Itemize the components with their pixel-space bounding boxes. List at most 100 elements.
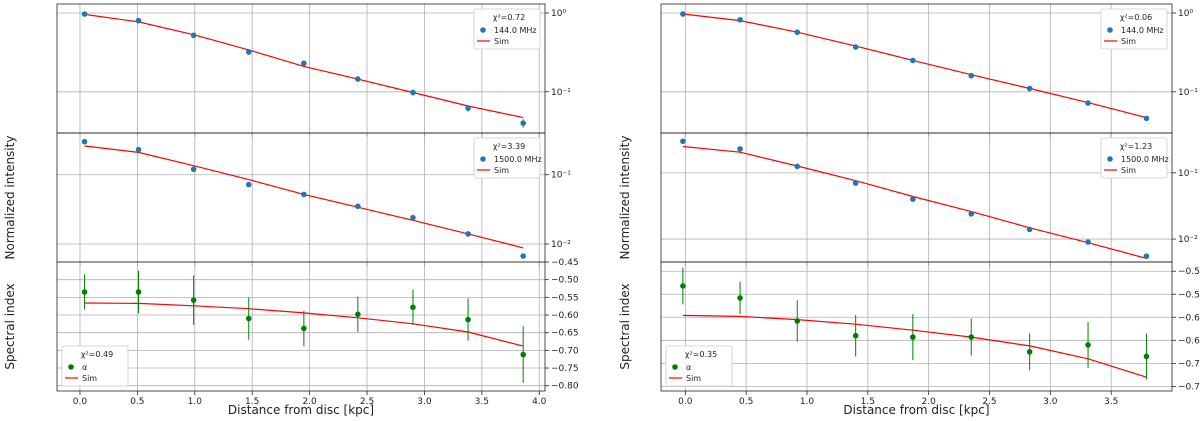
- legend: χ²=0.72 144.0 MHz Sim: [473, 8, 541, 50]
- sim-line: [682, 13, 1147, 119]
- data-point: [301, 325, 307, 332]
- legend: χ²=0.06 144.0 MHz Sim: [1100, 8, 1168, 50]
- x-tick-label: 0.5: [739, 397, 753, 407]
- x-tick-label: 0.0: [73, 397, 88, 407]
- legend-obs-label: α: [686, 363, 691, 372]
- legend-sim-label: Sim: [1121, 37, 1136, 46]
- y-tick-label: −0.60: [1178, 313, 1200, 323]
- y-tick-label: −0.70: [1178, 359, 1200, 369]
- axes-frame: [56, 132, 546, 263]
- x-tick-label: 2.5: [360, 397, 374, 407]
- x-tick-label: 1.0: [188, 397, 203, 407]
- data-point: [190, 32, 197, 39]
- data-point: [355, 76, 361, 82]
- y-tick-label: 10⁻¹: [551, 171, 571, 181]
- data-point: [190, 297, 197, 303]
- y-tick-label: 10⁻²: [551, 240, 571, 250]
- legend-box: [473, 8, 541, 50]
- legend-marker: [1107, 27, 1113, 33]
- chart-1: 10⁰ 10⁻¹ χ²=0.72 144.0 MHz Sim 10⁻¹ 10⁻² χ²=3.3…: [3, 3, 579, 417]
- chart-2-panel-2: 10⁻¹ 10⁻² χ²=1.23 1500.0 MHz Sim Normalized i…: [618, 132, 1198, 266]
- data-point: [1026, 85, 1033, 92]
- legend-obs-label: 144.0 MHz: [494, 26, 537, 35]
- data-point: [1026, 226, 1033, 233]
- data-point: [301, 191, 307, 198]
- legend-box: [665, 345, 733, 387]
- y-tick-label: −0.70: [551, 346, 579, 356]
- sim-line: [84, 13, 524, 119]
- legend-obs-label: 1500.0 MHz: [1121, 155, 1169, 164]
- chart-2-panel-1: 10⁰ 10⁻¹ χ²=0.06 144.0 MHz Sim: [660, 3, 1198, 137]
- axes-frame: [660, 3, 1173, 134]
- data-point: [520, 351, 526, 358]
- x-tick-label: 4.0: [532, 397, 547, 407]
- data-point: [135, 146, 142, 153]
- x-tick-label: 3.5: [1104, 397, 1118, 407]
- data-point: [135, 17, 142, 24]
- chart-1-panel-2: 10⁻¹ 10⁻² χ²=3.39 1500.0 MHz Sim Normalized i…: [3, 132, 571, 266]
- data-point: [410, 89, 416, 96]
- data-point: [737, 16, 743, 23]
- data-point: [968, 211, 975, 217]
- legend-marker: [672, 364, 678, 370]
- legend: χ²=1.23 1500.0 MHz Sim: [1100, 137, 1169, 179]
- x-tick-label: 3.0: [417, 397, 432, 407]
- data-point: [910, 57, 916, 64]
- data-point: [81, 289, 88, 295]
- legend-obs-label: 144.0 MHz: [1121, 26, 1164, 35]
- legend-chi2: χ²=0.35: [685, 350, 717, 359]
- legend-marker: [480, 27, 486, 33]
- legend-chi2: χ²=0.06: [1120, 13, 1152, 22]
- legend-chi2: χ²=0.72: [493, 13, 525, 22]
- y-tick-label: −0.80: [551, 382, 579, 392]
- data-point: [245, 49, 252, 55]
- x-axis-label: Distance from disc [kpc]: [843, 403, 989, 417]
- data-point: [1085, 100, 1091, 106]
- legend-obs-label: α: [82, 363, 87, 372]
- data-point: [355, 203, 361, 210]
- legend-obs-label: 1500.0 MHz: [494, 155, 542, 164]
- data-point: [1143, 353, 1150, 360]
- data-point: [910, 334, 916, 340]
- y-axis-label: Spectral index: [3, 283, 17, 369]
- chart-1-panel-3: −0.45 −0.50 −0.55 −0.60 −0.65 −0.70 −0.75 −0.80…: [3, 258, 579, 407]
- data-point: [355, 311, 361, 318]
- y-axis-label: Spectral index: [618, 283, 632, 369]
- legend-marker: [68, 364, 74, 370]
- x-tick-label: 3.5: [475, 397, 489, 407]
- legend-sim-label: Sim: [1121, 166, 1136, 175]
- data-point: [81, 138, 88, 145]
- data-point: [968, 334, 975, 340]
- y-tick-label: 10⁻¹: [1178, 169, 1198, 179]
- data-point: [794, 163, 801, 170]
- data-point: [410, 304, 416, 311]
- y-tick-label: −0.50: [551, 276, 579, 286]
- data-point: [737, 146, 743, 152]
- y-tick-label: −0.50: [1178, 267, 1200, 277]
- data-point: [190, 166, 197, 173]
- axes-frame: [660, 261, 1173, 392]
- data-point: [968, 72, 975, 79]
- chart-2-panel-3: −0.50 −0.55 −0.60 −0.65 −0.70 −0.75 0.0 0.5 1.0 1…: [618, 261, 1200, 407]
- sim-line: [682, 314, 1147, 378]
- y-axis-label: Normalized intensity: [618, 136, 632, 260]
- data-point: [520, 253, 526, 259]
- data-point: [680, 11, 686, 17]
- y-tick-label: −0.55: [551, 293, 579, 303]
- data-point: [520, 120, 526, 126]
- y-tick-label: −0.75: [551, 364, 579, 374]
- data-point: [135, 289, 142, 295]
- legend-chi2: χ²=0.49: [81, 350, 113, 359]
- chart-2: 10⁰ 10⁻¹ χ²=0.06 144.0 MHz Sim 10⁻¹ 10⁻² χ²=1.2…: [618, 3, 1200, 417]
- y-axis-label: Normalized intensity: [3, 136, 17, 260]
- x-tick-label: 1.0: [800, 397, 815, 407]
- legend-box: [1100, 8, 1168, 50]
- legend-sim-label: Sim: [494, 166, 509, 175]
- y-tick-label: 10⁰: [551, 9, 566, 19]
- legend-box: [473, 137, 541, 179]
- legend-box: [61, 345, 129, 387]
- legend: χ²=0.49 α Sim: [61, 345, 129, 387]
- y-tick-label: 10⁻¹: [551, 88, 571, 98]
- x-tick-label: 1.5: [245, 397, 259, 407]
